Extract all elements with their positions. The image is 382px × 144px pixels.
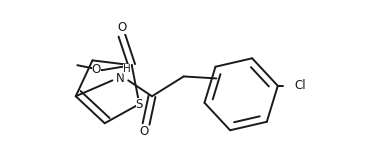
- Text: O: O: [117, 21, 126, 34]
- Text: O: O: [92, 63, 101, 76]
- Text: O: O: [139, 125, 149, 138]
- Text: N: N: [116, 72, 125, 85]
- Text: S: S: [136, 97, 143, 111]
- Text: Cl: Cl: [295, 79, 306, 92]
- Text: H: H: [123, 64, 131, 74]
